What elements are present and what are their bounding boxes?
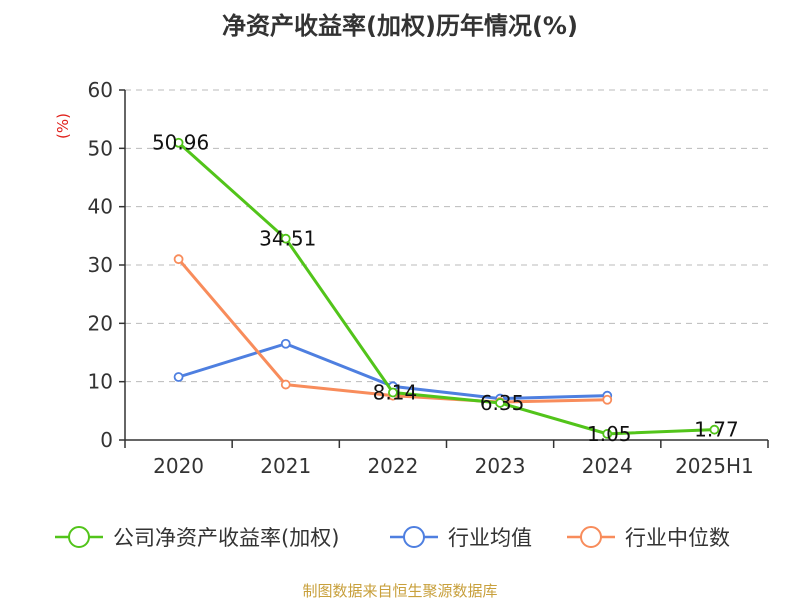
legend-item: 行业中位数 xyxy=(567,526,730,550)
legend-swatch-marker xyxy=(580,526,602,548)
legend-label: 行业均值 xyxy=(448,526,532,550)
x-tick-label: 2024 xyxy=(582,454,633,478)
x-tick-label: 2020 xyxy=(153,454,204,478)
y-tick-label: 0 xyxy=(100,428,113,452)
data-point xyxy=(280,379,291,390)
data-labels: 50.96 34.51 8.14 6.35 1.05 1.77 xyxy=(152,131,739,446)
legend: 公司净资产收益率(加权) 行业均值 行业中位数 xyxy=(55,526,730,550)
source-note: 制图数据来自恒生聚源数据库 xyxy=(302,582,497,600)
data-label: 50.96 xyxy=(152,131,209,155)
y-tick-label: 40 xyxy=(88,195,113,219)
legend-swatch-marker xyxy=(68,526,90,548)
y-axis-unit-label: (%) xyxy=(54,113,72,139)
data-label: 1.05 xyxy=(587,422,632,446)
data-point xyxy=(495,398,505,408)
grid xyxy=(125,89,768,383)
data-point xyxy=(602,428,613,439)
x-tick-label: 2021 xyxy=(260,454,311,478)
y-tick-label: 10 xyxy=(88,370,113,394)
x-tick-label: 2022 xyxy=(367,454,418,478)
y-tick-label: 20 xyxy=(88,311,113,335)
y-tick-label: 50 xyxy=(88,136,113,160)
legend-item: 行业均值 xyxy=(390,526,532,550)
data-label: 1.77 xyxy=(694,418,739,442)
data-point xyxy=(280,338,291,349)
axes: 0 10 20 30 40 50 60 2020 2021 2022 2023 2024 2025H1 xyxy=(88,78,769,478)
series xyxy=(173,137,720,439)
legend-label: 行业中位数 xyxy=(625,526,730,550)
data-point xyxy=(388,387,398,398)
data-point xyxy=(602,394,613,405)
y-tick-label: 60 xyxy=(88,78,113,102)
x-tick-label: 2023 xyxy=(475,454,526,478)
x-tick-label: 2025H1 xyxy=(675,454,754,478)
data-point xyxy=(173,254,184,265)
legend-swatch-marker xyxy=(403,526,425,548)
y-tick-label: 30 xyxy=(88,253,113,277)
data-label: 34.51 xyxy=(259,227,316,251)
legend-item: 公司净资产收益率(加权) xyxy=(55,526,339,550)
data-point xyxy=(709,424,720,435)
data-point xyxy=(280,233,291,244)
data-point xyxy=(173,372,184,382)
data-label: 8.14 xyxy=(373,381,418,405)
data-label: 6.35 xyxy=(480,391,525,415)
chart-title: 净资产收益率(加权)历年情况(%) xyxy=(222,12,578,40)
data-point xyxy=(173,137,184,148)
legend-label: 公司净资产收益率(加权) xyxy=(113,526,339,550)
series-line xyxy=(177,141,715,436)
